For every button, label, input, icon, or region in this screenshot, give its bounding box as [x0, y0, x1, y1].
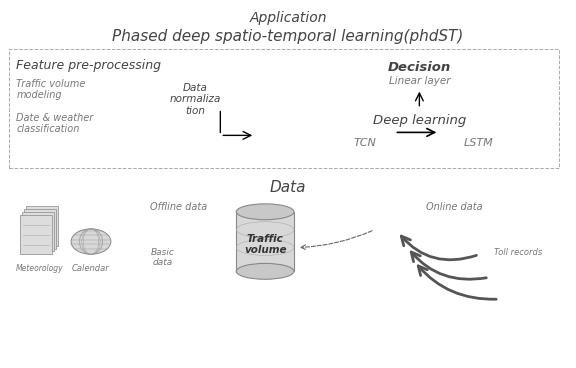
FancyBboxPatch shape — [24, 209, 56, 248]
FancyBboxPatch shape — [236, 212, 294, 271]
Ellipse shape — [236, 263, 294, 279]
Text: Data: Data — [270, 180, 306, 195]
Text: Decision: Decision — [388, 61, 451, 74]
Text: Linear layer: Linear layer — [389, 76, 450, 86]
Text: Application: Application — [249, 11, 327, 25]
Text: Data
normaliza
tion: Data normaliza tion — [170, 83, 221, 116]
Text: Basic
data: Basic data — [151, 248, 175, 267]
FancyBboxPatch shape — [20, 215, 52, 254]
Text: Offline data: Offline data — [150, 202, 207, 212]
FancyBboxPatch shape — [26, 206, 58, 245]
Text: Deep learning: Deep learning — [373, 114, 466, 127]
Text: Feature pre-processing: Feature pre-processing — [16, 59, 161, 72]
Text: Phased deep spatio-temporal learning(phdST): Phased deep spatio-temporal learning(phd… — [112, 29, 464, 44]
Text: Toll records: Toll records — [494, 248, 542, 256]
FancyBboxPatch shape — [22, 212, 54, 251]
Text: TCN: TCN — [353, 138, 376, 148]
Ellipse shape — [236, 204, 294, 220]
Circle shape — [71, 229, 111, 254]
Text: Meteorology: Meteorology — [16, 264, 63, 273]
Text: Calendar: Calendar — [72, 264, 110, 273]
Text: Online data: Online data — [426, 202, 483, 212]
Text: Date & weather
classification: Date & weather classification — [16, 113, 93, 134]
Text: Traffic
volume: Traffic volume — [244, 234, 286, 255]
Text: LSTM: LSTM — [464, 138, 494, 148]
Text: Traffic volume
modeling: Traffic volume modeling — [16, 79, 86, 100]
